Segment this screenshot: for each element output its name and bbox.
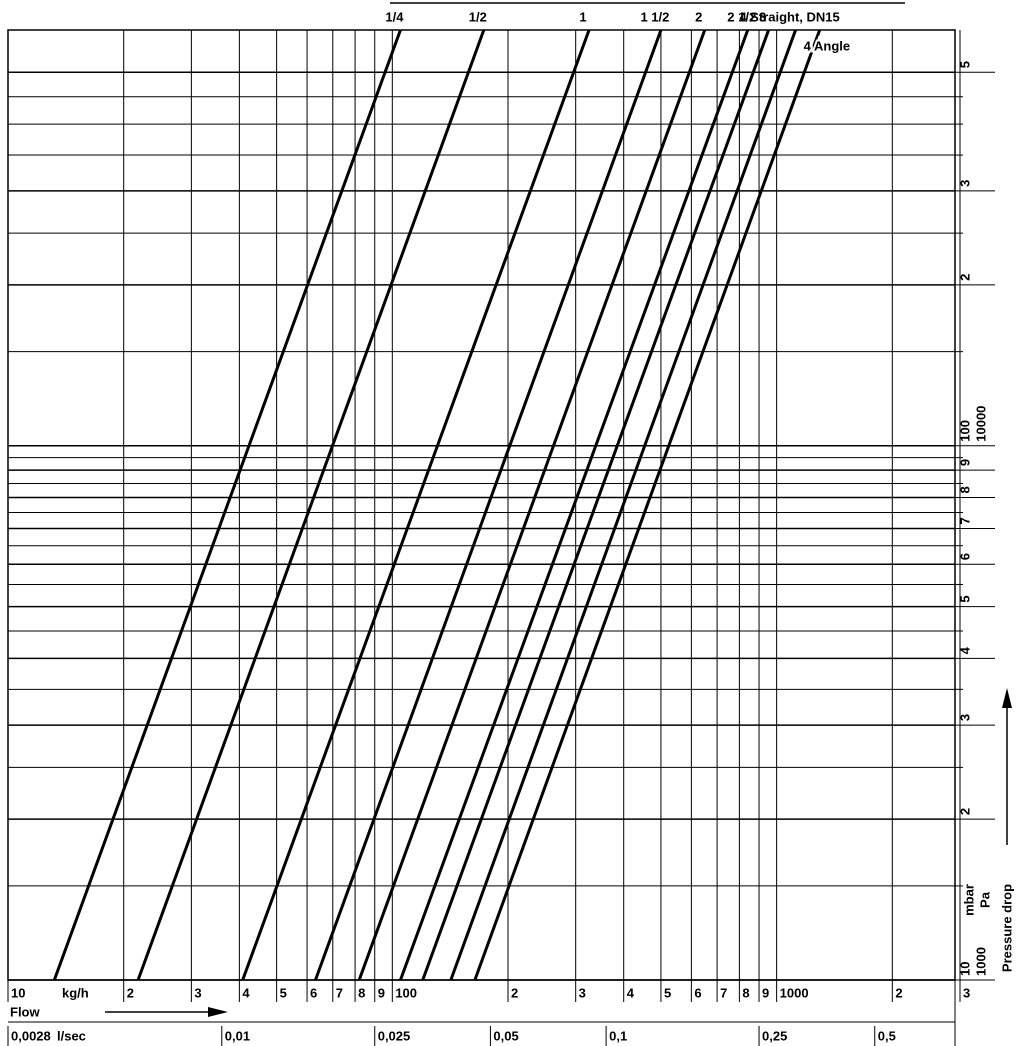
y-tick-label: 10 [957, 962, 972, 976]
x-tick-label: 2 [895, 985, 902, 1000]
x2-tick-label: 0,0028 [11, 1028, 51, 1043]
y-tick-label: 8 [957, 486, 972, 493]
x2-tick-label: 0,05 [493, 1028, 518, 1043]
series-label: 4 Angle [804, 38, 850, 53]
flow-line [136, 29, 486, 981]
x-tick-label: 8 [742, 985, 749, 1000]
series-label: 1 1/2 [640, 9, 669, 24]
x2-tick-label: 0,25 [762, 1028, 787, 1043]
flow-line [357, 29, 707, 981]
x-tick-label: 6 [694, 985, 701, 1000]
y-tick-label: 6 [957, 553, 972, 560]
series-label: 4 Straight, DN15 [739, 9, 839, 24]
flow-line [399, 29, 750, 981]
series-label: 3 [759, 9, 766, 24]
flow-line [473, 29, 822, 981]
y-title: Pressure drop [999, 884, 1014, 972]
flow-line [449, 29, 797, 981]
y-tick-label: 100 [957, 420, 972, 442]
x-tick-label: 8 [358, 985, 365, 1000]
y-tick-label: 2 [957, 808, 972, 815]
series-label: 2 1/2 [727, 9, 756, 24]
x-tick-label: 2 [511, 985, 518, 1000]
x-tick-label: 3 [579, 985, 586, 1000]
x-tick-label: 4 [242, 985, 250, 1000]
y-tick-label: 7 [957, 517, 972, 524]
x-tick-label: 7 [720, 985, 727, 1000]
x2-tick-label: 0,1 [609, 1028, 627, 1043]
y-tick-label: 2 [957, 274, 972, 281]
y-tick-label: 5 [957, 595, 972, 602]
x-tick-label: 1000 [780, 985, 809, 1000]
x-tick-label: 4 [627, 985, 635, 1000]
y-tick-label: 4 [957, 646, 972, 654]
y-unit-pa: Pa [977, 891, 992, 908]
series-label: 1/2 [469, 9, 487, 24]
series-label: 2 [695, 9, 702, 24]
flow-line [52, 29, 402, 981]
x-tick-label: 2 [127, 985, 134, 1000]
x-tick-label: 7 [336, 985, 343, 1000]
flow-line [421, 29, 771, 981]
x-tick-label: 100 [395, 985, 417, 1000]
x-unit: kg/h [62, 985, 89, 1000]
y-pa-tick-label: 1000 [973, 947, 988, 976]
x-tick-label: 5 [664, 985, 671, 1000]
flow-arrow [105, 1007, 228, 1017]
x2-tick-label: 0,025 [378, 1028, 411, 1043]
y-pa-tick-label: 10000 [973, 406, 988, 442]
y-tick-label: 5 [957, 61, 972, 68]
x-tick-label: 9 [762, 985, 769, 1000]
series-label: 1/4 [385, 9, 404, 24]
x2-tick-label: 0,5 [878, 1028, 896, 1043]
plot-frame [7, 29, 956, 981]
y-tick-label: 9 [957, 459, 972, 466]
x-tick-label: 6 [310, 985, 317, 1000]
x-tick-label: 5 [280, 985, 287, 1000]
y-tick-label: 3 [957, 180, 972, 187]
x-tick-label: 3 [194, 985, 201, 1000]
series-label: 1 [579, 9, 586, 24]
x-title: Flow [10, 1004, 40, 1019]
x2-tick-label: 0,01 [225, 1028, 250, 1043]
y-tick-label: 3 [957, 714, 972, 721]
x-tick-label: 9 [378, 985, 385, 1000]
x2-unit: l/sec [57, 1028, 86, 1043]
x-tick-label: 3 [963, 985, 970, 1000]
pressure-arrow [1002, 688, 1012, 845]
x-tick-label: 10 [11, 985, 25, 1000]
flow-line [241, 29, 591, 981]
y-unit: mbar [961, 884, 976, 916]
flow-line [314, 29, 663, 981]
